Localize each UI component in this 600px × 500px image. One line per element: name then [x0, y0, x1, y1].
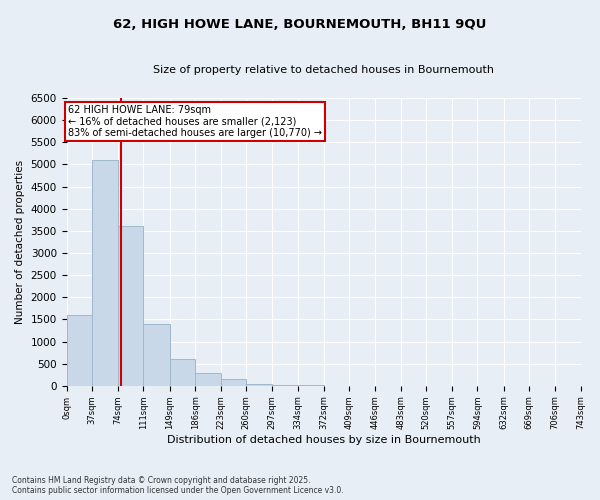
Text: 62, HIGH HOWE LANE, BOURNEMOUTH, BH11 9QU: 62, HIGH HOWE LANE, BOURNEMOUTH, BH11 9Q… — [113, 18, 487, 30]
Bar — [67, 315, 92, 386]
Bar — [143, 324, 170, 386]
Y-axis label: Number of detached properties: Number of detached properties — [15, 160, 25, 324]
Title: Size of property relative to detached houses in Bournemouth: Size of property relative to detached ho… — [153, 65, 494, 75]
Bar — [221, 379, 247, 386]
Bar — [118, 226, 143, 386]
Bar — [92, 160, 118, 386]
Text: 62 HIGH HOWE LANE: 79sqm
← 16% of detached houses are smaller (2,123)
83% of sem: 62 HIGH HOWE LANE: 79sqm ← 16% of detach… — [68, 104, 322, 138]
Bar — [247, 384, 272, 386]
Bar — [272, 384, 298, 386]
Bar — [195, 372, 221, 386]
Bar — [170, 360, 195, 386]
Text: Contains HM Land Registry data © Crown copyright and database right 2025.
Contai: Contains HM Land Registry data © Crown c… — [12, 476, 344, 495]
X-axis label: Distribution of detached houses by size in Bournemouth: Distribution of detached houses by size … — [167, 435, 481, 445]
